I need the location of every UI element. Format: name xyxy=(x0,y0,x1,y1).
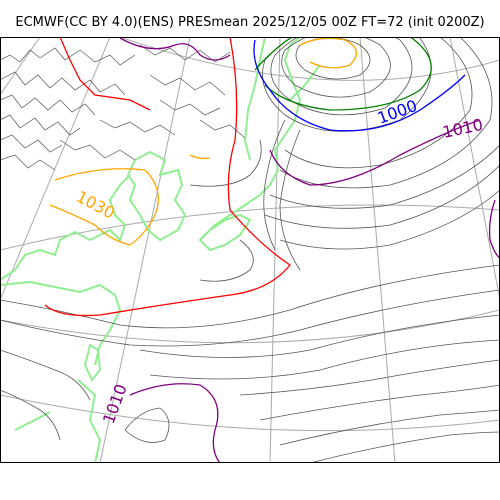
isobar-line xyxy=(0,154,56,171)
isobar-1010 xyxy=(488,199,500,259)
isobar-1030 xyxy=(189,154,211,160)
isobar-line xyxy=(199,239,254,282)
isobar-line xyxy=(139,44,231,63)
meridian-line xyxy=(0,37,41,96)
isobar-line xyxy=(279,37,493,189)
isobar-line xyxy=(239,359,500,396)
isobar-line xyxy=(149,339,500,380)
isobar-line xyxy=(269,144,500,209)
meridian-line xyxy=(0,37,111,301)
chart-title: ECMWF(CC BY 4.0)(ENS) PRESmean 2025/12/0… xyxy=(15,15,485,30)
isobar-line xyxy=(263,119,286,251)
parallel-line xyxy=(119,37,500,81)
isobar-line xyxy=(139,314,500,358)
isobar-line xyxy=(0,289,500,347)
isobar-line xyxy=(295,37,371,80)
isobar-1000 xyxy=(253,39,466,132)
isobar-line xyxy=(0,94,96,116)
parallel-line xyxy=(0,394,500,432)
isobar-line xyxy=(124,407,170,443)
isobar-line xyxy=(59,139,136,161)
isobar-980 xyxy=(254,37,432,111)
isobar-line xyxy=(0,389,61,441)
isobar-line xyxy=(0,349,91,401)
isobar-line xyxy=(189,139,262,187)
isobar-line xyxy=(309,431,500,463)
coastline-korea xyxy=(126,150,187,242)
coastline-china xyxy=(0,174,131,281)
isobar-line xyxy=(0,47,136,66)
terrain-contours xyxy=(0,44,246,171)
isobar-line xyxy=(284,37,473,169)
coastline-japan xyxy=(199,37,302,241)
isobar-line xyxy=(149,74,226,96)
coastline-sakhalin xyxy=(243,37,266,161)
meridian-line xyxy=(99,37,191,463)
isobar-line xyxy=(279,409,500,446)
isobar-line xyxy=(199,119,246,139)
isobar-line xyxy=(279,189,500,250)
isobar-line xyxy=(0,134,63,153)
isobar-line xyxy=(99,119,176,136)
isobar-1020 xyxy=(44,37,291,317)
coastline-kuril xyxy=(289,64,321,101)
isobar-line xyxy=(0,264,500,329)
coastline-philippines xyxy=(77,379,102,463)
isobar-line xyxy=(262,37,432,132)
isobar-line xyxy=(159,99,221,116)
isobar-line xyxy=(270,37,413,116)
parallel-line xyxy=(0,309,500,344)
isobars xyxy=(0,37,500,463)
coastline-islands xyxy=(14,411,51,431)
isobar-line xyxy=(264,164,500,229)
isobar-990 xyxy=(299,37,357,69)
isobar-line xyxy=(259,384,500,421)
isobar-1010 xyxy=(119,37,231,61)
coastlines xyxy=(0,37,321,463)
isobar-line xyxy=(0,71,126,96)
isobar-line xyxy=(0,114,81,136)
coastline-taiwan xyxy=(83,343,102,382)
pressure-map: 1000 1010 1030 1010 xyxy=(0,37,500,463)
isobar-line xyxy=(281,37,391,98)
isobar-1030 xyxy=(49,168,159,246)
isobar-1010 xyxy=(269,119,481,186)
isobar-line xyxy=(279,129,301,271)
coastline-china-south xyxy=(0,280,122,366)
isobar-1020 xyxy=(59,37,151,111)
coastline-japan-kyushu xyxy=(198,213,252,252)
isobar-1010 xyxy=(129,383,221,463)
